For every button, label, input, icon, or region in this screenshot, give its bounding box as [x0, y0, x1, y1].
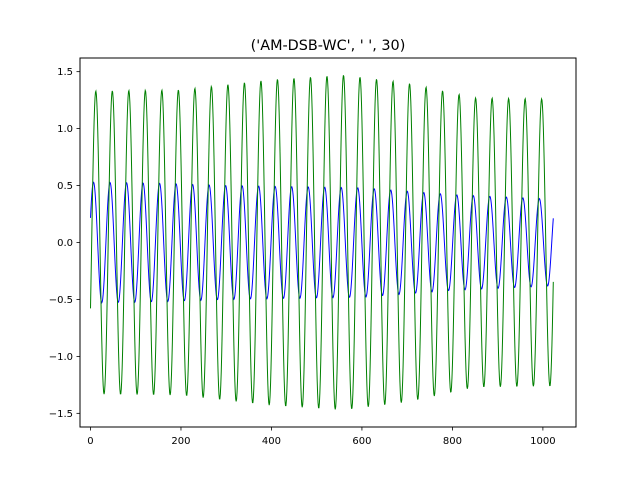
- plot-area-frame: [79, 57, 577, 428]
- x-tick-label: 600: [352, 436, 371, 447]
- x-tick-label: 400: [262, 436, 281, 447]
- x-tick-label: 800: [443, 436, 462, 447]
- x-tick-label: 0: [87, 436, 93, 447]
- y-tick-label: −0.5: [49, 295, 73, 306]
- y-tick-label: 1.0: [57, 124, 73, 135]
- y-tick-label: 1.5: [57, 67, 73, 78]
- chart-title: ('AM-DSB-WC', ' ', 30): [251, 38, 406, 54]
- y-tick-label: 0.0: [57, 238, 73, 249]
- axes-layer: 0 200 400 600 800 1000 −1.5 −1.0 −0.5 0.0 0.5 1.0 1.…: [49, 67, 556, 447]
- x-tick-label: 200: [171, 436, 190, 447]
- series-line-2: [90, 75, 554, 410]
- series-layer: [90, 75, 554, 410]
- x-tick-label: 1000: [530, 436, 555, 447]
- y-tick-label: −1.0: [49, 352, 73, 363]
- series-line-1: [90, 181, 554, 304]
- y-tick-label: −1.5: [49, 409, 73, 420]
- y-tick-label: 0.5: [57, 181, 73, 192]
